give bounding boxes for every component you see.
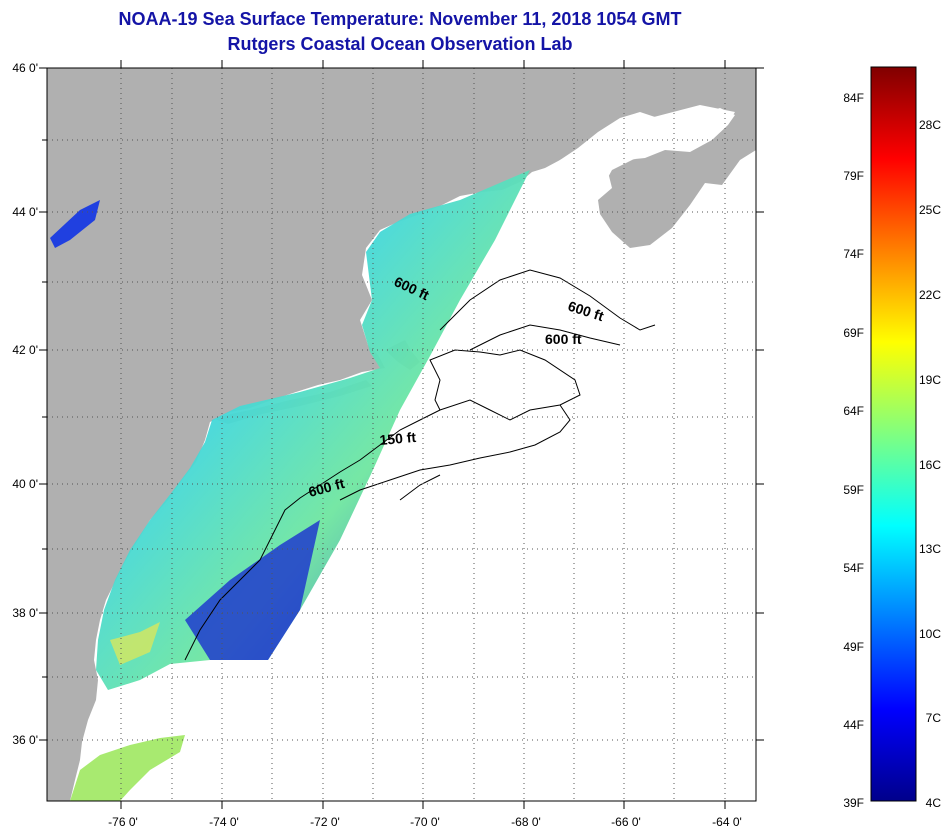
- sst-swath: [96, 170, 530, 690]
- lat-label: 38 0': [12, 606, 38, 620]
- cb-f-label: 84F: [843, 91, 864, 105]
- cb-c-label: 19C: [919, 373, 941, 387]
- map-title: NOAA-19 Sea Surface Temperature: Novembe…: [118, 9, 682, 29]
- land-mass: [47, 68, 756, 801]
- frame-ticks: [39, 60, 764, 809]
- cb-f-label: 69F: [843, 326, 864, 340]
- contour-label-150ft: 150 ft: [379, 429, 417, 448]
- cb-f-label: 79F: [843, 169, 864, 183]
- colorbar: [870, 66, 917, 802]
- map-area: 600 ft 600 ft 600 ft 150 ft 600 ft: [47, 68, 756, 801]
- cb-f-label: 74F: [843, 247, 864, 261]
- lat-label: 40 0': [12, 477, 38, 491]
- lon-label: -70 0': [410, 815, 440, 829]
- sst-warm-core: [110, 622, 160, 665]
- cb-c-label: 7C: [926, 711, 942, 725]
- lon-label: -66 0': [611, 815, 641, 829]
- gulf-white: [545, 105, 735, 210]
- graticule: [47, 68, 756, 801]
- contour-line: [184, 409, 441, 661]
- lat-label: 36 0': [12, 733, 38, 747]
- contour-line: [339, 404, 571, 501]
- sst-cold-offshore: [185, 520, 320, 660]
- cb-c-label: 22C: [919, 288, 941, 302]
- sst-swath-south: [70, 735, 185, 801]
- colorbar-celsius-labels: 28C 25C 22C 19C 16C 13C 10C 7C 4C: [919, 118, 941, 810]
- lat-label: 46 0': [12, 61, 38, 75]
- lat-label: 42 0': [12, 343, 38, 357]
- map-frame: [46, 67, 757, 802]
- cb-f-label: 54F: [843, 561, 864, 575]
- cb-c-label: 25C: [919, 203, 941, 217]
- colorbar-fahrenheit-labels: 84F 79F 74F 69F 64F 59F 54F 49F 44F 39F: [843, 91, 864, 810]
- cb-c-label: 10C: [919, 627, 941, 641]
- contour-line: [439, 269, 656, 331]
- contour-line: [469, 324, 621, 351]
- lat-label: 44 0': [12, 205, 38, 219]
- cb-f-label: 64F: [843, 404, 864, 418]
- bathymetry-contours: [184, 269, 656, 661]
- map-subtitle: Rutgers Coastal Ocean Observation Lab: [227, 34, 573, 54]
- cb-c-label: 4C: [926, 796, 942, 810]
- cb-c-label: 13C: [919, 542, 941, 556]
- lon-label: -68 0': [511, 815, 541, 829]
- cb-f-label: 39F: [843, 796, 864, 810]
- cb-c-label: 28C: [919, 118, 941, 132]
- lon-label: -72 0': [310, 815, 340, 829]
- cb-f-label: 49F: [843, 640, 864, 654]
- cb-c-label: 16C: [919, 458, 941, 472]
- contour-label-600ft-georges: 600 ft: [545, 331, 582, 347]
- lon-label: -74 0': [209, 815, 239, 829]
- contour-line: [399, 474, 441, 501]
- lon-label: -76 0': [108, 815, 138, 829]
- lon-label: -64 0': [712, 815, 742, 829]
- cb-f-label: 59F: [843, 483, 864, 497]
- cb-f-label: 44F: [843, 718, 864, 732]
